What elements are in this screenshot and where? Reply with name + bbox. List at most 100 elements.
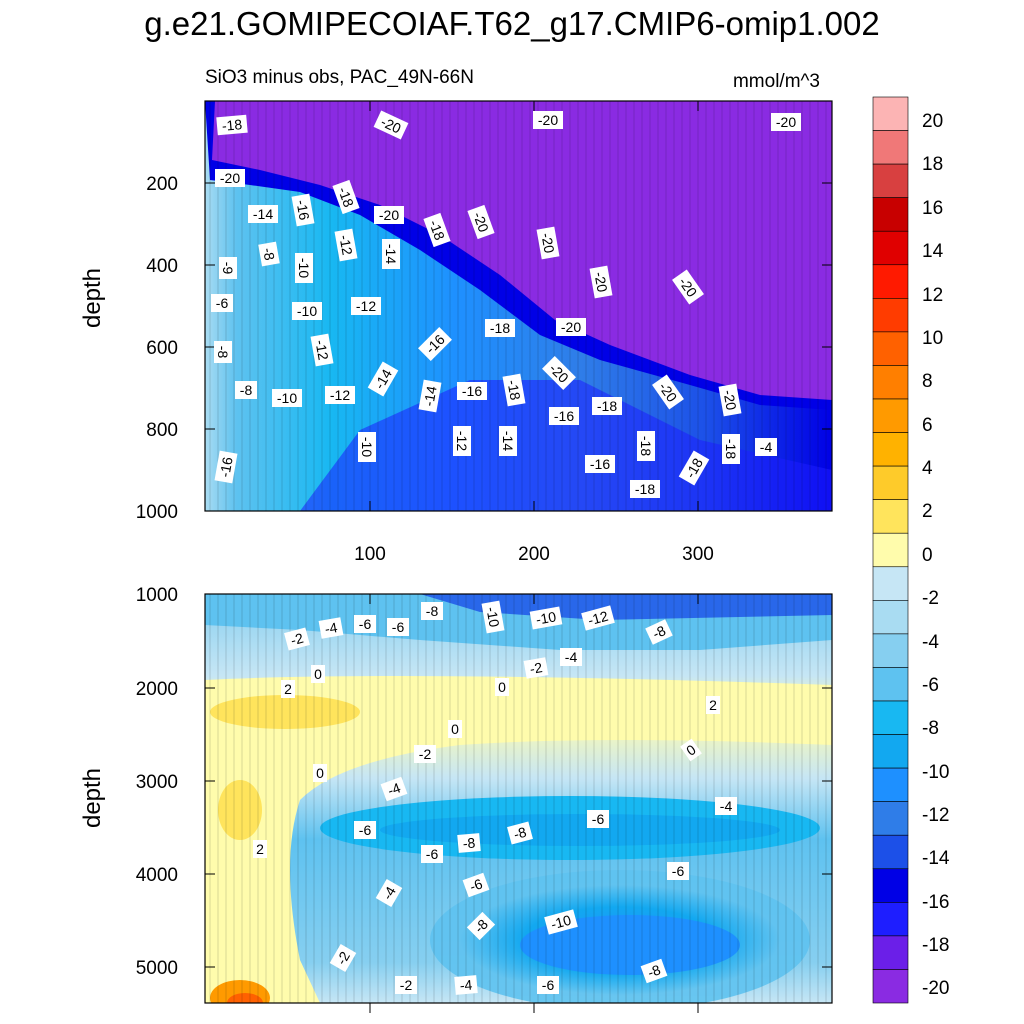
top-panel-frame — [204, 100, 833, 512]
contour-label: 0 — [495, 678, 509, 696]
top-y-tick-label: 1000 — [136, 502, 178, 523]
contour-label-text: -10 — [535, 608, 558, 627]
contour-label-box — [457, 382, 487, 400]
contour-label-text: -4 — [459, 976, 473, 993]
contour-label: -16 — [585, 455, 615, 473]
contour-label-box — [215, 169, 245, 187]
contour-label-text: -10 — [297, 303, 317, 319]
contour-label-box — [253, 840, 267, 858]
contour-label: -6 — [387, 618, 409, 636]
contour-label-text: 0 — [314, 666, 322, 682]
contour-label-box — [216, 114, 248, 136]
contour-label-box — [592, 397, 622, 415]
contour-label-box — [467, 204, 495, 240]
contour-label-box — [453, 426, 471, 456]
contour-label-box — [587, 810, 609, 828]
contour-label: -6 — [667, 862, 689, 880]
bottom-y-tick-label: 2000 — [136, 679, 178, 700]
contour-label-text: -18 — [426, 218, 448, 243]
top-x-tick-label: 300 — [682, 544, 714, 565]
contour-label-text: -10 — [296, 258, 312, 278]
top-y-tick-label: 200 — [146, 174, 178, 195]
contour-label-box — [418, 379, 442, 413]
colorbar-tick-label: 20 — [922, 111, 943, 132]
contour-label-box — [214, 450, 238, 484]
contour-label-box — [291, 193, 315, 227]
contour-label: -16 — [214, 450, 238, 484]
contour-label-text: -2 — [400, 977, 413, 993]
contour-label-text: -14 — [500, 431, 516, 451]
contour-label-text: -18 — [638, 436, 654, 456]
colorbar-tick-label: -2 — [922, 588, 939, 609]
contour-label: -18 — [592, 397, 622, 415]
contour-label-box — [556, 318, 586, 336]
contour-label: -6 — [354, 615, 376, 633]
contour-label-text: -8 — [260, 246, 278, 261]
contour-label-text: -20 — [470, 210, 492, 235]
contour-label-text: -6 — [542, 977, 555, 993]
contour-label: -20 — [536, 226, 560, 260]
contour-label-box — [295, 253, 313, 283]
contour-label-box — [373, 110, 409, 140]
contour-label-text: -2 — [289, 630, 305, 649]
contour-label: -20 — [771, 113, 801, 131]
contour-label: -12 — [325, 386, 355, 404]
top-x-tick-label: 100 — [354, 544, 386, 565]
contour-label-text: -4 — [720, 798, 733, 814]
contour-label: -12 — [453, 426, 471, 456]
colorbar-box — [872, 398, 909, 433]
top-y-ticks — [205, 101, 832, 511]
contour-label-box — [375, 878, 403, 908]
contour-label: -2 — [523, 657, 549, 679]
contour-label-box — [358, 432, 376, 462]
contour-label-box — [421, 845, 443, 863]
contour-label-text: -12 — [330, 387, 350, 403]
contour-label-text: -14 — [420, 384, 439, 407]
contour-label-box — [374, 206, 404, 224]
contour-label-box — [248, 205, 278, 223]
contour-label-text: -16 — [554, 408, 574, 424]
contour-label-text: -16 — [216, 455, 235, 478]
contour-label-text: -6 — [672, 863, 685, 879]
contour-label: -10 — [295, 253, 313, 283]
contour-label-box — [421, 602, 443, 620]
contour-label-text: -10 — [277, 390, 297, 406]
contour-label: -4 — [454, 975, 478, 995]
colorbar-tick-labels: 20 18 16 14 12 10 8 6 4 2 0 -2 -4 -6 -8 … — [922, 111, 950, 999]
contour-label: -4 — [318, 617, 344, 639]
contour-label: -20 — [215, 169, 245, 187]
contour-label-box — [652, 374, 684, 410]
contour-label-text: -20 — [379, 207, 399, 223]
colorbar-tick-label: 14 — [922, 241, 944, 262]
contour-label-box — [645, 619, 673, 645]
colorbar-box — [872, 969, 909, 1004]
contour-label-box — [637, 431, 655, 461]
contour-label-box — [354, 615, 376, 633]
colorbar-box — [872, 667, 909, 702]
contour-label-box — [414, 745, 436, 763]
contour-label-box — [211, 294, 233, 312]
contour-label: -14 — [418, 379, 442, 413]
bottom-panel-field — [205, 594, 832, 1003]
contour-label: 2 — [281, 680, 295, 698]
contour-label-text: -6 — [392, 619, 405, 635]
colorbar-box — [872, 163, 909, 198]
contour-label-text: 0 — [316, 765, 324, 781]
top-contour-labels: -18 -20 -20 -20 -20 -14 -16 -18 -20 -18 -20 -20 -9 -8… — [211, 110, 801, 498]
contour-label: -6 — [587, 810, 609, 828]
colorbar-box — [872, 331, 909, 366]
contour-label-box — [310, 333, 334, 367]
bottom-y-tick-label: 5000 — [136, 958, 178, 979]
contour-label-text: -8 — [426, 603, 439, 619]
contour-label-box — [771, 113, 801, 131]
contour-label: -8 — [258, 241, 280, 267]
contour-label-text: -18 — [335, 185, 357, 210]
contour-label: -6 — [421, 845, 443, 863]
contour-label: -10 — [358, 432, 376, 462]
contour-label: -4 — [755, 438, 777, 456]
contour-label: -8 — [640, 958, 668, 984]
contour-label-box — [722, 434, 740, 464]
contour-label-box — [589, 265, 613, 299]
contour-label-text: -12 — [336, 234, 355, 257]
contour-label-box — [395, 976, 417, 994]
